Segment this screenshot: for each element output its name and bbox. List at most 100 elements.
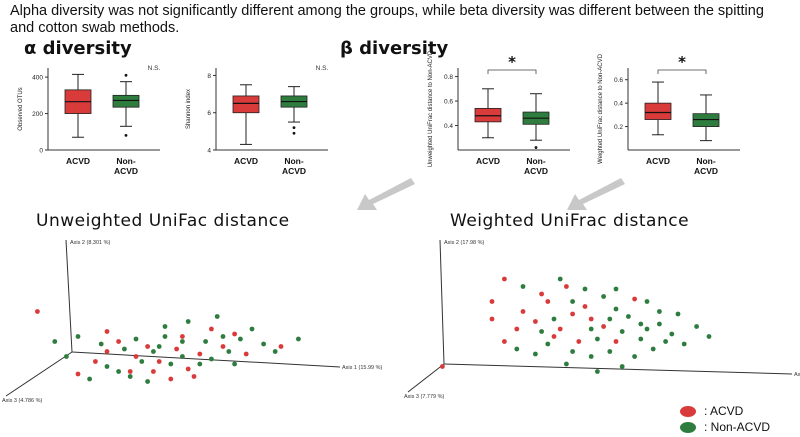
- point-non-acvd: [681, 341, 687, 347]
- point-non-acvd: [52, 339, 58, 344]
- point-non-acvd: [226, 349, 232, 354]
- point-non-acvd: [607, 316, 613, 322]
- point-non-acvd: [619, 329, 625, 334]
- point-non-acvd: [232, 361, 238, 367]
- x-category-label-2: ACVD: [282, 166, 306, 176]
- axis-3-line: [5, 351, 73, 397]
- point-non-acvd: [180, 354, 185, 359]
- legend-label-acvd: : ACVD: [704, 404, 744, 418]
- point-non-acvd: [570, 349, 575, 354]
- point-non-acvd: [650, 346, 656, 352]
- y-tick-label: 0.6: [614, 77, 623, 84]
- point-acvd: [502, 339, 507, 344]
- point-acvd: [191, 374, 197, 379]
- point-non-acvd: [638, 336, 644, 342]
- point-non-acvd: [162, 334, 168, 339]
- box-non-acvd: [112, 94, 140, 108]
- point-acvd: [35, 309, 40, 314]
- x-category-label: ACVD: [66, 156, 90, 166]
- point-non-acvd: [127, 374, 133, 379]
- significance-annotation: N.S.: [148, 65, 161, 72]
- x-category-label: ACVD: [234, 156, 258, 166]
- legend-item-acvd: : ACVD: [680, 404, 743, 418]
- axis-3-line: [407, 363, 445, 393]
- point-non-acvd: [75, 334, 81, 339]
- point-non-acvd: [203, 339, 209, 344]
- significance-bracket: [657, 69, 707, 74]
- weighted-unifrac-boxplot: 0.2 0.4 0.6 Weighted UniFrac distance to No…: [598, 53, 740, 176]
- point-acvd: [232, 331, 238, 337]
- point-non-acvd: [296, 336, 301, 342]
- point-non-acvd: [162, 324, 168, 329]
- point-non-acvd: [595, 369, 600, 374]
- point-non-acvd: [116, 369, 121, 374]
- axis-1-label: Axis 1 (15.99 %): [342, 365, 383, 371]
- point-non-acvd: [694, 324, 699, 329]
- significance-annotation: *: [678, 53, 686, 71]
- point-non-acvd: [87, 376, 92, 382]
- axis-2-line: [439, 239, 445, 365]
- x-category-label: ACVD: [646, 156, 670, 166]
- point-acvd: [185, 366, 191, 372]
- point-acvd: [243, 351, 249, 357]
- point-acvd: [116, 339, 121, 344]
- point-acvd: [588, 316, 594, 322]
- point-acvd: [489, 316, 495, 322]
- box-acvd: [474, 107, 502, 123]
- point-acvd: [93, 359, 98, 364]
- non-acvd-swatch-icon: [680, 421, 696, 433]
- point-acvd: [145, 344, 151, 349]
- point-non-acvd: [557, 276, 563, 282]
- y-axis-label: Observed OTUs: [18, 87, 24, 130]
- point-acvd: [156, 359, 162, 364]
- y-axis-label: Shannon index: [186, 89, 192, 129]
- point-non-acvd: [551, 316, 557, 322]
- point-non-acvd: [675, 311, 681, 317]
- point-non-acvd: [601, 294, 606, 299]
- point-non-acvd: [238, 336, 243, 342]
- outlier-point: [292, 131, 296, 135]
- point-acvd: [278, 344, 284, 349]
- point-acvd: [502, 276, 507, 282]
- outlier-point: [534, 146, 538, 149]
- point-acvd: [557, 326, 563, 332]
- significance-bracket: [487, 69, 537, 74]
- axis-3-label: Axis 3 (4.786 %): [2, 398, 43, 404]
- point-non-acvd: [613, 286, 619, 292]
- arrow-right-icon: [567, 178, 625, 210]
- point-non-acvd: [582, 286, 588, 292]
- point-non-acvd: [644, 299, 650, 304]
- x-category-label: Non-: [116, 156, 136, 166]
- point-acvd: [168, 376, 174, 382]
- x-category-label: Non-: [696, 156, 716, 166]
- outlier-point: [124, 73, 128, 77]
- point-non-acvd: [64, 354, 69, 359]
- x-category-label: Non-: [526, 156, 546, 166]
- outlier-point: [292, 126, 296, 130]
- point-non-acvd: [588, 326, 594, 332]
- point-non-acvd: [619, 364, 625, 369]
- point-non-acvd: [261, 341, 266, 347]
- point-non-acvd: [663, 339, 668, 344]
- significance-annotation: *: [508, 53, 516, 71]
- unweighted-unifrac-boxplot: 0.4 0.6 0.8 Unweighted UniFrac distance to …: [428, 50, 570, 176]
- x-category-label: Non-: [284, 156, 304, 166]
- y-tick-label: 0.4: [444, 123, 453, 130]
- point-non-acvd: [638, 321, 644, 327]
- point-non-acvd: [180, 339, 185, 344]
- y-tick-label: 0.2: [614, 124, 623, 131]
- point-non-acvd: [197, 361, 203, 367]
- point-acvd: [104, 349, 110, 354]
- acvd-swatch-icon: [680, 405, 696, 417]
- axis-2-line: [65, 239, 73, 353]
- point-acvd: [197, 351, 203, 357]
- weighted-pcoa-plot: Axis 2 (17.98 %) Axis 1 (29.15 %) Axis 3 (…: [404, 239, 800, 400]
- point-acvd: [133, 354, 139, 359]
- point-acvd: [104, 329, 110, 334]
- point-acvd: [564, 284, 569, 289]
- point-non-acvd: [669, 331, 675, 337]
- unweighted-pcoa-plot: Axis 2 (8.301 %) Axis 1 (15.99 %) Axis 3 (…: [2, 239, 383, 404]
- point-non-acvd: [613, 306, 619, 312]
- point-non-acvd: [632, 354, 637, 359]
